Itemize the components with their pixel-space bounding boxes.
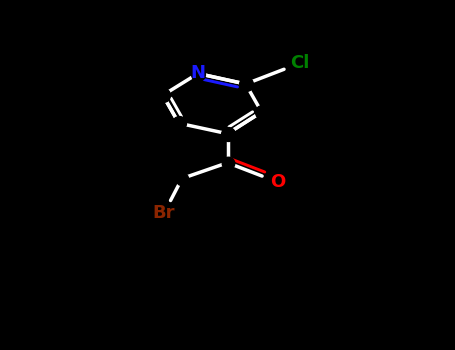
Text: O: O [270, 173, 285, 191]
Text: Br: Br [152, 204, 175, 223]
Text: N: N [191, 64, 205, 83]
Text: Cl: Cl [291, 54, 310, 72]
